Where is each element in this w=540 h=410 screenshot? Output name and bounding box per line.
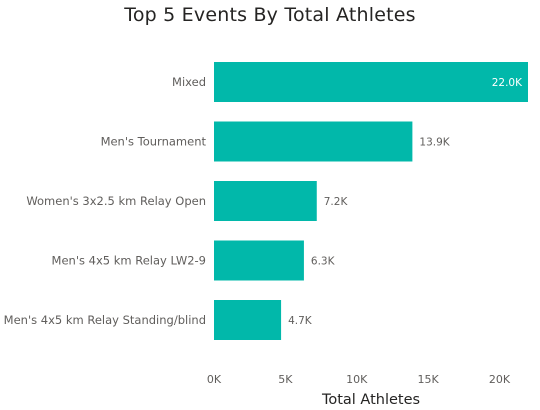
category-label: Men's 4x5 km Relay LW2-9 xyxy=(52,254,206,268)
category-label: Men's 4x5 km Relay Standing/blind xyxy=(4,313,206,327)
x-tick-label: 20K xyxy=(489,373,511,386)
category-label: Women's 3x2.5 km Relay Open xyxy=(26,194,206,208)
chart-title: Top 5 Events By Total Athletes xyxy=(124,4,416,26)
x-tick-label: 5K xyxy=(278,373,293,386)
data-label: 6.3K xyxy=(311,256,336,268)
x-tick-label: 15K xyxy=(417,373,439,386)
bar xyxy=(214,181,317,221)
bar xyxy=(214,300,282,340)
x-tick-label: 0K xyxy=(207,373,222,386)
category-label: Men's Tournament xyxy=(101,135,207,149)
bar xyxy=(214,121,413,162)
x-axis-title: Total Athletes xyxy=(321,392,420,408)
category-label: Mixed xyxy=(172,75,206,89)
x-tick-label: 10K xyxy=(346,373,368,386)
data-label: 13.9K xyxy=(419,137,450,149)
bar xyxy=(214,240,304,281)
bar xyxy=(214,62,528,102)
data-label: 4.7K xyxy=(288,315,313,327)
data-label: 7.2K xyxy=(324,196,349,208)
data-label: 22.0K xyxy=(492,77,523,89)
